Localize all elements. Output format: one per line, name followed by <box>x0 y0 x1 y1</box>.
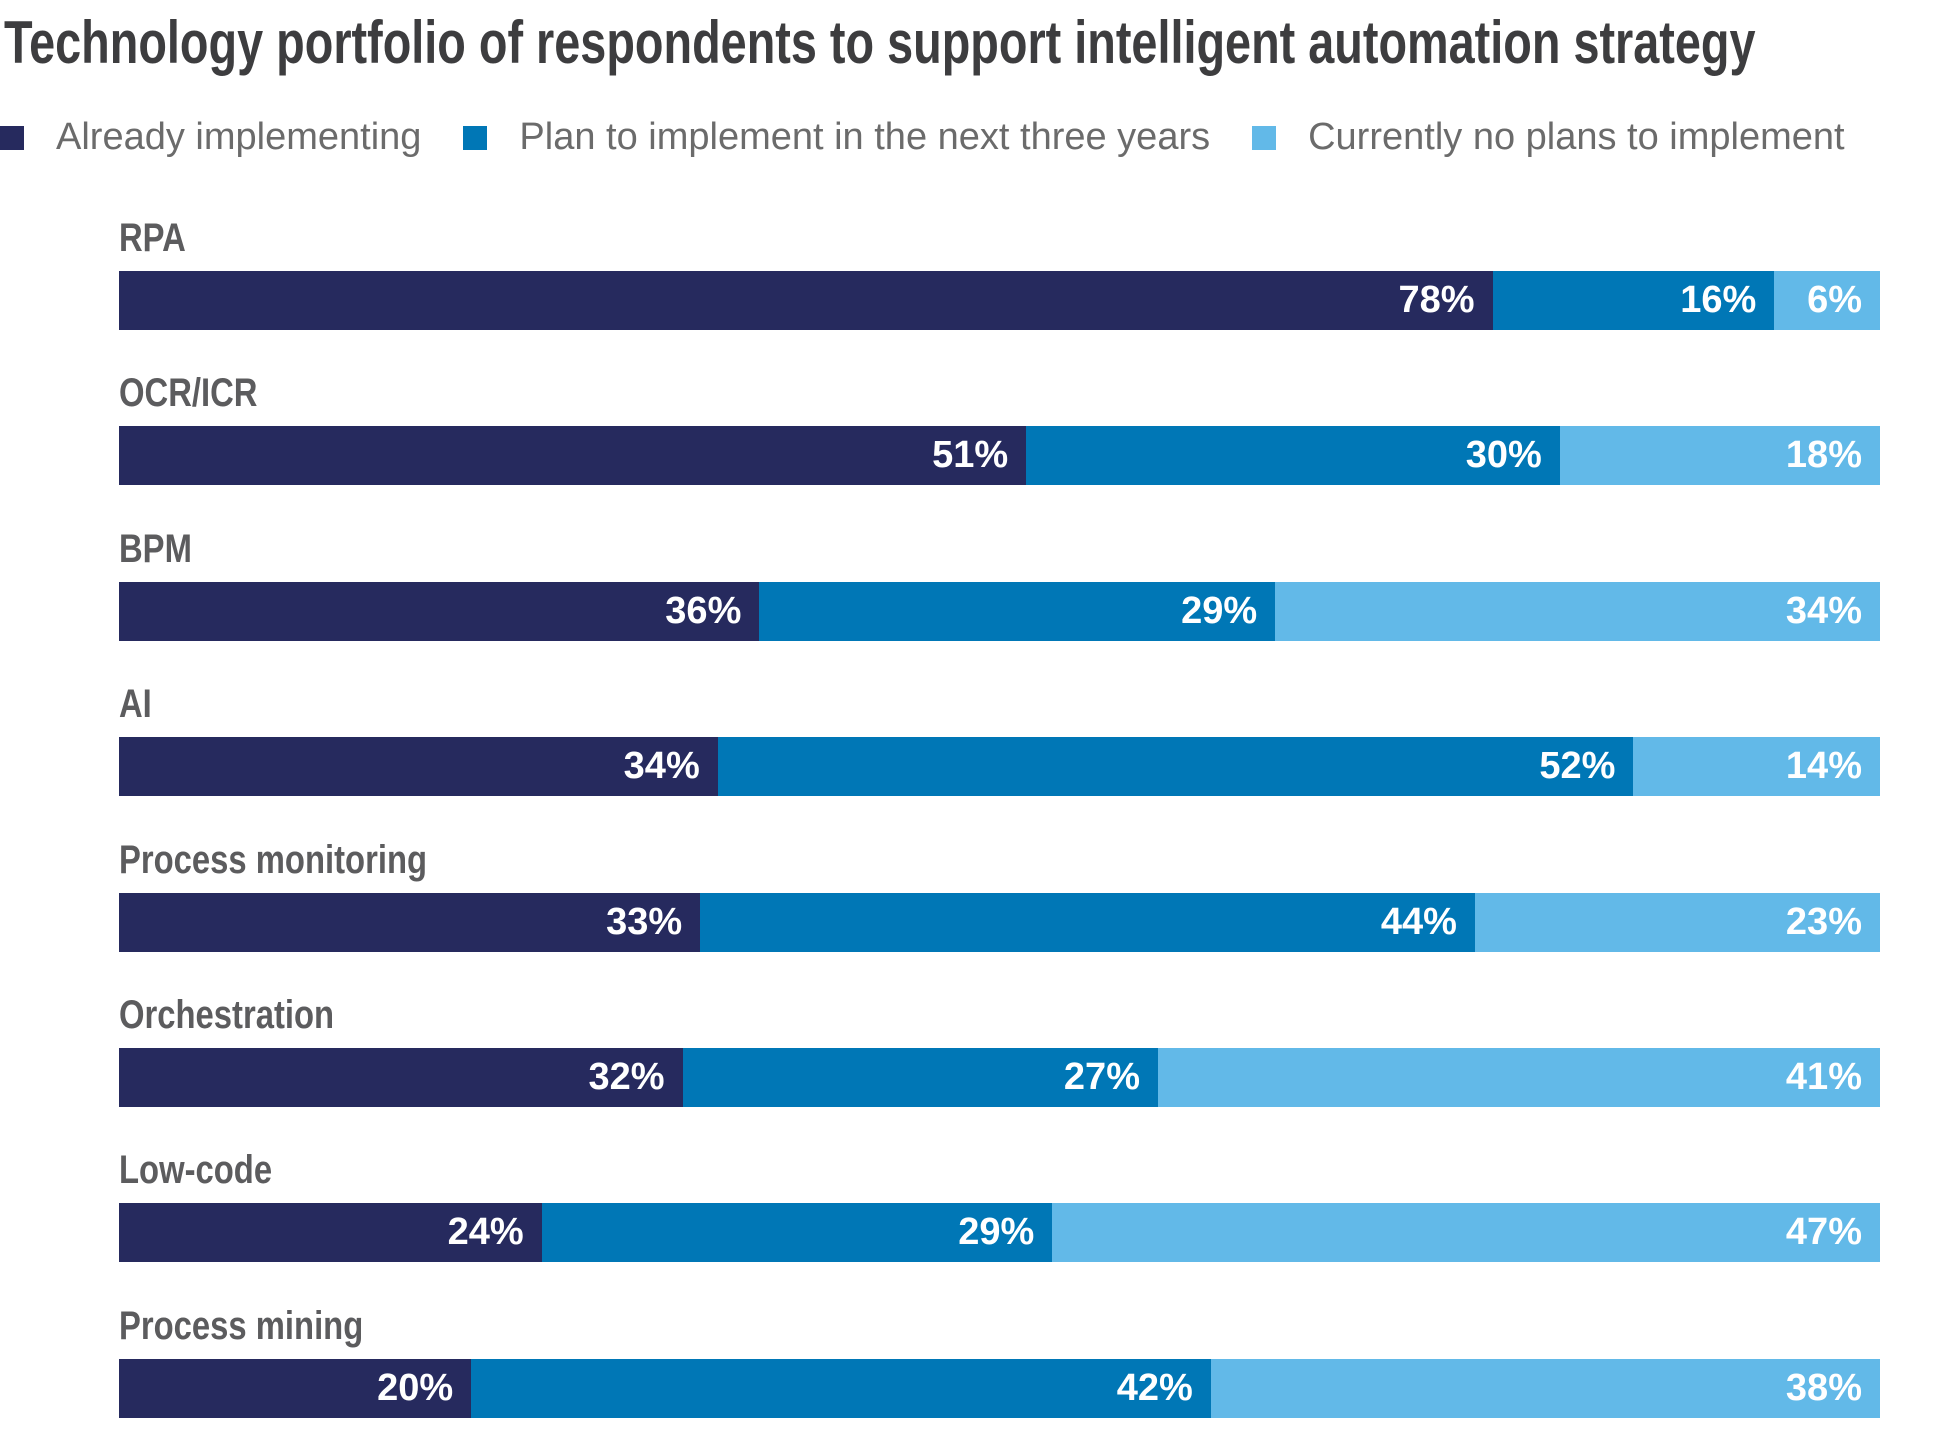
bar-segment <box>119 1358 472 1418</box>
bar-segment <box>1633 737 1880 797</box>
data-label: 78% <box>1398 279 1475 321</box>
data-label: 34% <box>1785 589 1862 632</box>
category-label: Process monitoring <box>119 837 428 882</box>
bar-segment <box>1474 892 1880 952</box>
category-label: Low-code <box>119 1148 273 1193</box>
data-label: 29% <box>1181 589 1258 632</box>
category-label: AI <box>119 682 152 727</box>
bar-segment <box>717 737 1634 797</box>
bar-segment <box>541 1203 1053 1263</box>
data-label: 20% <box>377 1366 454 1409</box>
chart-title: Technology portfolio of respondents to s… <box>4 9 1756 76</box>
data-label: 30% <box>1465 434 1542 477</box>
data-label: 33% <box>606 900 683 943</box>
bar-segment <box>700 892 1475 952</box>
bar-segment <box>471 1358 1211 1418</box>
data-label: 23% <box>1785 900 1862 943</box>
bar-segment <box>1275 581 1880 641</box>
data-label: 32% <box>588 1056 665 1098</box>
bar-segment <box>682 1048 1158 1107</box>
data-label: 44% <box>1380 900 1457 943</box>
bar-segment <box>119 271 1493 330</box>
bar-segment <box>1559 426 1880 486</box>
bar-segment <box>119 1048 683 1107</box>
data-label: 27% <box>1063 1056 1140 1098</box>
data-label: 29% <box>958 1211 1035 1254</box>
data-label: 24% <box>447 1211 524 1254</box>
data-label: 41% <box>1785 1056 1862 1098</box>
data-label: 52% <box>1539 745 1616 788</box>
data-label: 6% <box>1807 279 1862 321</box>
legend-item-plan: Plan to implement in the next three year… <box>463 116 1210 159</box>
legend: Already implementing Plan to implement i… <box>0 116 1887 159</box>
category-label: RPA <box>119 216 186 260</box>
legend-label: Already implementing <box>56 116 422 158</box>
bar-segment <box>119 737 718 797</box>
category-label: Orchestration <box>119 993 335 1037</box>
legend-swatch <box>1252 125 1277 150</box>
data-label: 38% <box>1785 1366 1862 1409</box>
legend-item-no-plans: Currently no plans to implement <box>1252 116 1845 159</box>
data-label: 14% <box>1785 745 1862 788</box>
bar-segment <box>1774 271 1880 330</box>
category-label: BPM <box>119 526 192 571</box>
data-label: 47% <box>1785 1211 1862 1254</box>
data-label: 51% <box>932 434 1009 477</box>
legend-swatch <box>0 125 24 150</box>
data-label: 34% <box>623 745 700 788</box>
bar-segment <box>119 892 701 952</box>
legend-label: Plan to implement in the next three year… <box>519 116 1211 158</box>
bar-segment <box>759 581 1276 641</box>
legend-swatch <box>463 125 488 150</box>
bar-segment <box>119 581 760 641</box>
category-label: OCR/ICR <box>119 371 258 416</box>
data-label: 18% <box>1785 434 1862 477</box>
bar-segment <box>1210 1358 1880 1418</box>
data-label: 42% <box>1116 1366 1193 1409</box>
bar-segment <box>1492 271 1775 330</box>
bar-segment <box>1026 426 1560 486</box>
data-label: 36% <box>665 589 742 632</box>
bar-segment <box>119 1203 542 1263</box>
bar-segment <box>119 426 1027 486</box>
data-label: 16% <box>1680 279 1757 321</box>
bar-segment <box>1052 1203 1880 1263</box>
legend-label: Currently no plans to implement <box>1308 116 1845 158</box>
legend-item-already: Already implementing <box>0 116 421 159</box>
bar-segment <box>1157 1048 1880 1107</box>
category-label: Process mining <box>119 1303 364 1348</box>
